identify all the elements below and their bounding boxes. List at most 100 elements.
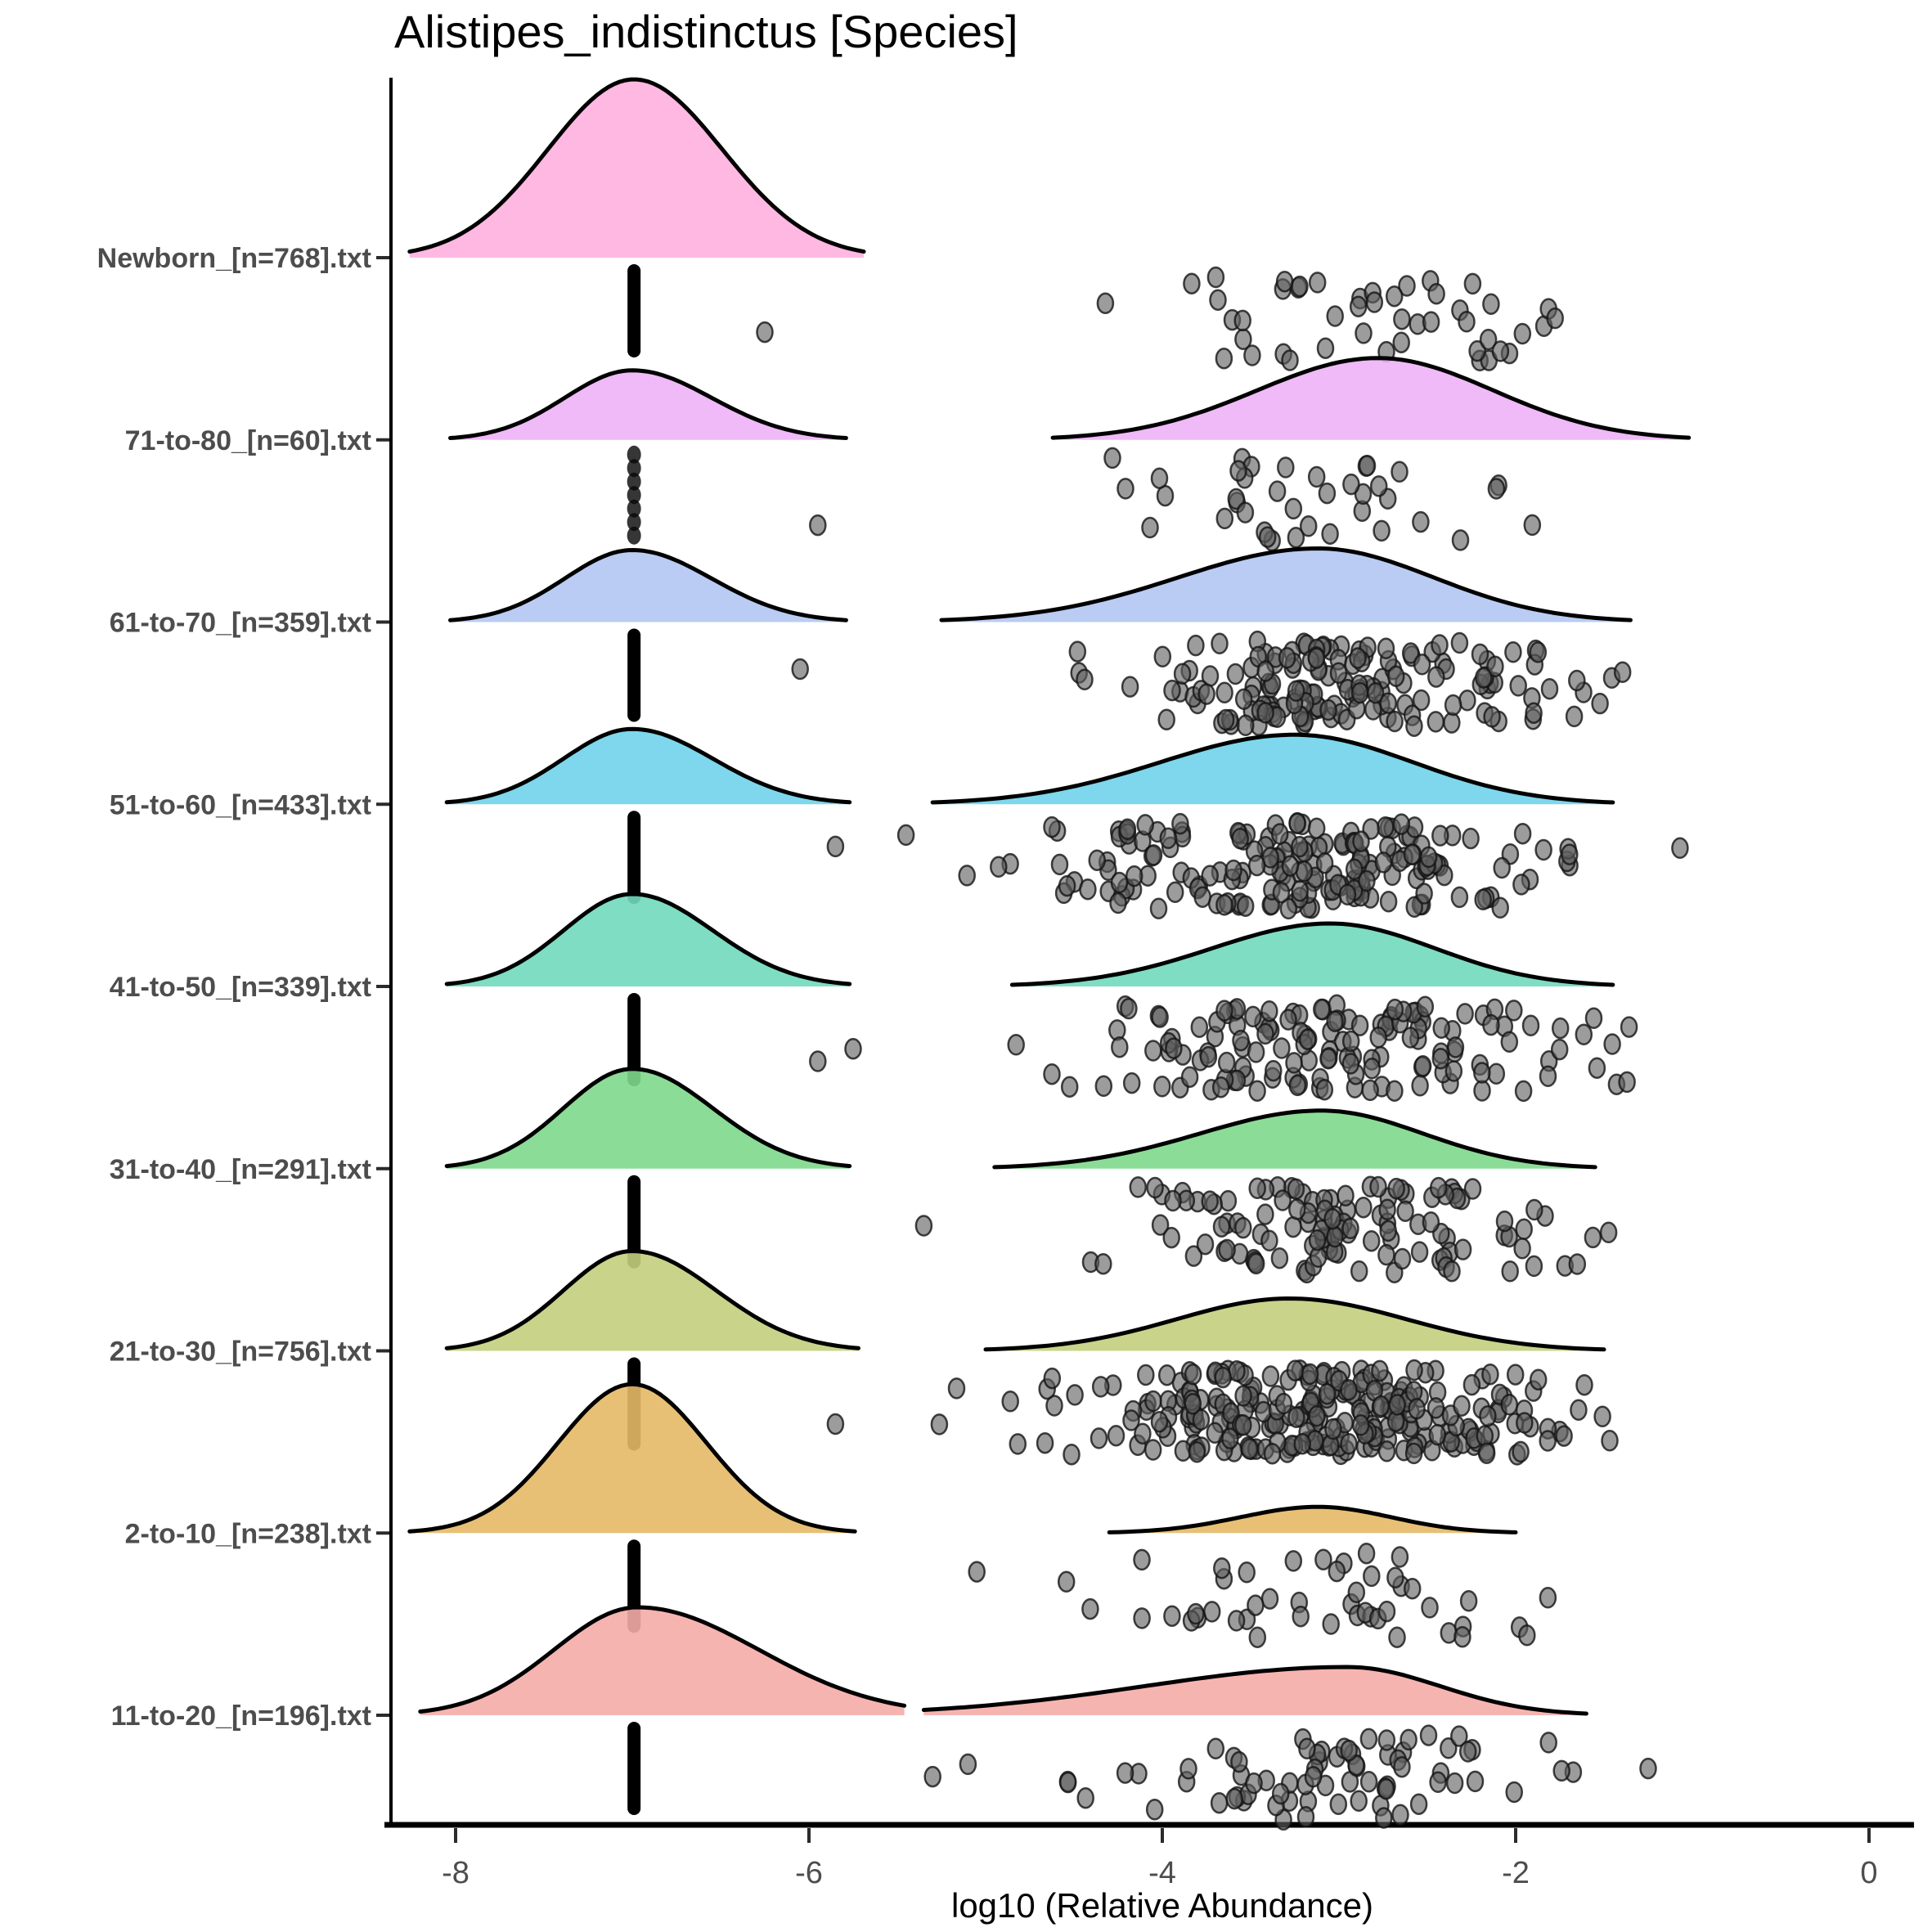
sample-point	[1405, 715, 1423, 737]
sample-point	[1180, 1066, 1199, 1088]
sample-point	[1491, 896, 1509, 919]
sample-point	[1403, 1577, 1422, 1600]
sample-point	[1359, 1728, 1378, 1750]
sample-point	[1284, 1215, 1302, 1238]
sample-point	[1247, 1252, 1265, 1275]
row-2-to-10_[n=238].txt: 2-to-10_[n=238].txt	[125, 1382, 1557, 1648]
sample-point	[1076, 668, 1094, 691]
row-31-to-40_[n=291].txt: 31-to-40_[n=291].txt	[110, 1067, 1618, 1284]
sample-point	[1359, 1771, 1378, 1793]
sample-point	[756, 321, 774, 344]
sample-point	[1081, 1597, 1099, 1620]
sample-point	[1419, 1724, 1438, 1746]
ridge-outline	[983, 1296, 1606, 1352]
sample-point	[1357, 1542, 1376, 1565]
sample-point	[1153, 1076, 1171, 1098]
sample-point	[1159, 827, 1178, 850]
x-tick-label: 0	[1860, 1856, 1877, 1890]
sample-point	[1427, 1397, 1445, 1419]
sample-point	[1133, 1607, 1151, 1629]
sample-point	[1247, 1041, 1265, 1063]
sample-point	[1445, 1060, 1463, 1082]
sample-point	[1400, 1728, 1418, 1751]
sample-point	[1215, 1000, 1233, 1022]
sample-point	[1445, 1772, 1464, 1795]
sample-point	[1401, 1027, 1420, 1049]
sample-point	[1422, 311, 1440, 333]
sample-point	[1378, 1198, 1396, 1221]
sample-point	[1001, 1391, 1019, 1413]
sample-point	[1326, 1225, 1344, 1248]
sample-point	[1396, 1200, 1414, 1222]
ridge-fill	[447, 729, 850, 805]
y-axis-label: 11-to-20_[n=196].txt	[111, 1701, 371, 1732]
sample-point	[1063, 1443, 1081, 1466]
sample-point	[1375, 1807, 1393, 1829]
sample-point	[1512, 874, 1530, 896]
sample-point	[1274, 1392, 1293, 1415]
sample-point	[1103, 447, 1121, 470]
sample-point	[1296, 1806, 1315, 1828]
sample-point	[1458, 311, 1476, 333]
sample-point	[1058, 1771, 1077, 1794]
sample-point	[1116, 1762, 1134, 1784]
sample-point	[1450, 886, 1469, 909]
sample-point	[1256, 1203, 1274, 1225]
sample-point	[1468, 339, 1486, 362]
sample-point	[1413, 1055, 1432, 1077]
ridge-outline	[444, 892, 852, 986]
sample-point	[1218, 1238, 1236, 1261]
sample-point	[1184, 1364, 1202, 1386]
sample-point	[1495, 1210, 1514, 1233]
sample-point	[1450, 631, 1469, 654]
sample-point	[1391, 1546, 1409, 1568]
sample-point	[1404, 1442, 1423, 1465]
sample-point	[1265, 1059, 1283, 1082]
sample-point	[1206, 1422, 1224, 1445]
ridge-fill	[409, 1384, 856, 1534]
sample-point	[1427, 711, 1445, 733]
sample-point	[1466, 1770, 1485, 1793]
sample-point	[1308, 272, 1327, 294]
zero-bar	[627, 1722, 641, 1815]
ridge-fill	[450, 370, 847, 440]
sample-point	[1190, 1016, 1209, 1038]
zero-bar-dot	[627, 486, 641, 505]
sample-point	[1529, 1368, 1548, 1391]
sample-point	[1523, 514, 1542, 537]
sample-point	[1091, 1376, 1110, 1398]
sample-point	[1552, 1759, 1570, 1782]
sample-point	[1192, 1409, 1211, 1431]
sample-point	[1369, 1027, 1387, 1049]
sample-point	[1315, 1078, 1334, 1101]
sample-point	[1431, 824, 1449, 847]
sample-point	[1307, 465, 1326, 488]
sample-point	[1491, 340, 1510, 362]
sample-point	[1479, 1404, 1497, 1427]
row-21-to-30_[n=756].txt: 21-to-30_[n=756].txt	[110, 1249, 1619, 1466]
sample-point	[1210, 1791, 1229, 1814]
sample-point	[1386, 1080, 1404, 1102]
zero-bar-dot	[627, 513, 641, 532]
sample-point	[1482, 293, 1500, 315]
zero-bar-dot	[627, 526, 641, 545]
sample-point	[1043, 1063, 1061, 1085]
x-axis-title: log10 (Relative Abundance)	[950, 1886, 1374, 1925]
sample-point	[1584, 1007, 1603, 1030]
sample-point	[1504, 641, 1522, 663]
sample-point	[1151, 1006, 1169, 1028]
sample-point	[1227, 1610, 1246, 1632]
sample-point	[1354, 483, 1373, 505]
sample-point	[1351, 1414, 1370, 1436]
sample-point	[1568, 669, 1586, 692]
sample-point	[844, 1037, 862, 1060]
sample-point	[1212, 1215, 1231, 1238]
sample-point	[1094, 1075, 1113, 1098]
sample-point	[826, 1413, 845, 1436]
sample-point	[1274, 1189, 1292, 1211]
x-tick-label: -6	[795, 1856, 823, 1890]
sample-point	[1224, 859, 1242, 882]
row-61-to-70_[n=359].txt: 61-to-70_[n=359].txt	[110, 546, 1633, 737]
sample-point	[1153, 645, 1172, 668]
sample-point	[1206, 1737, 1225, 1760]
